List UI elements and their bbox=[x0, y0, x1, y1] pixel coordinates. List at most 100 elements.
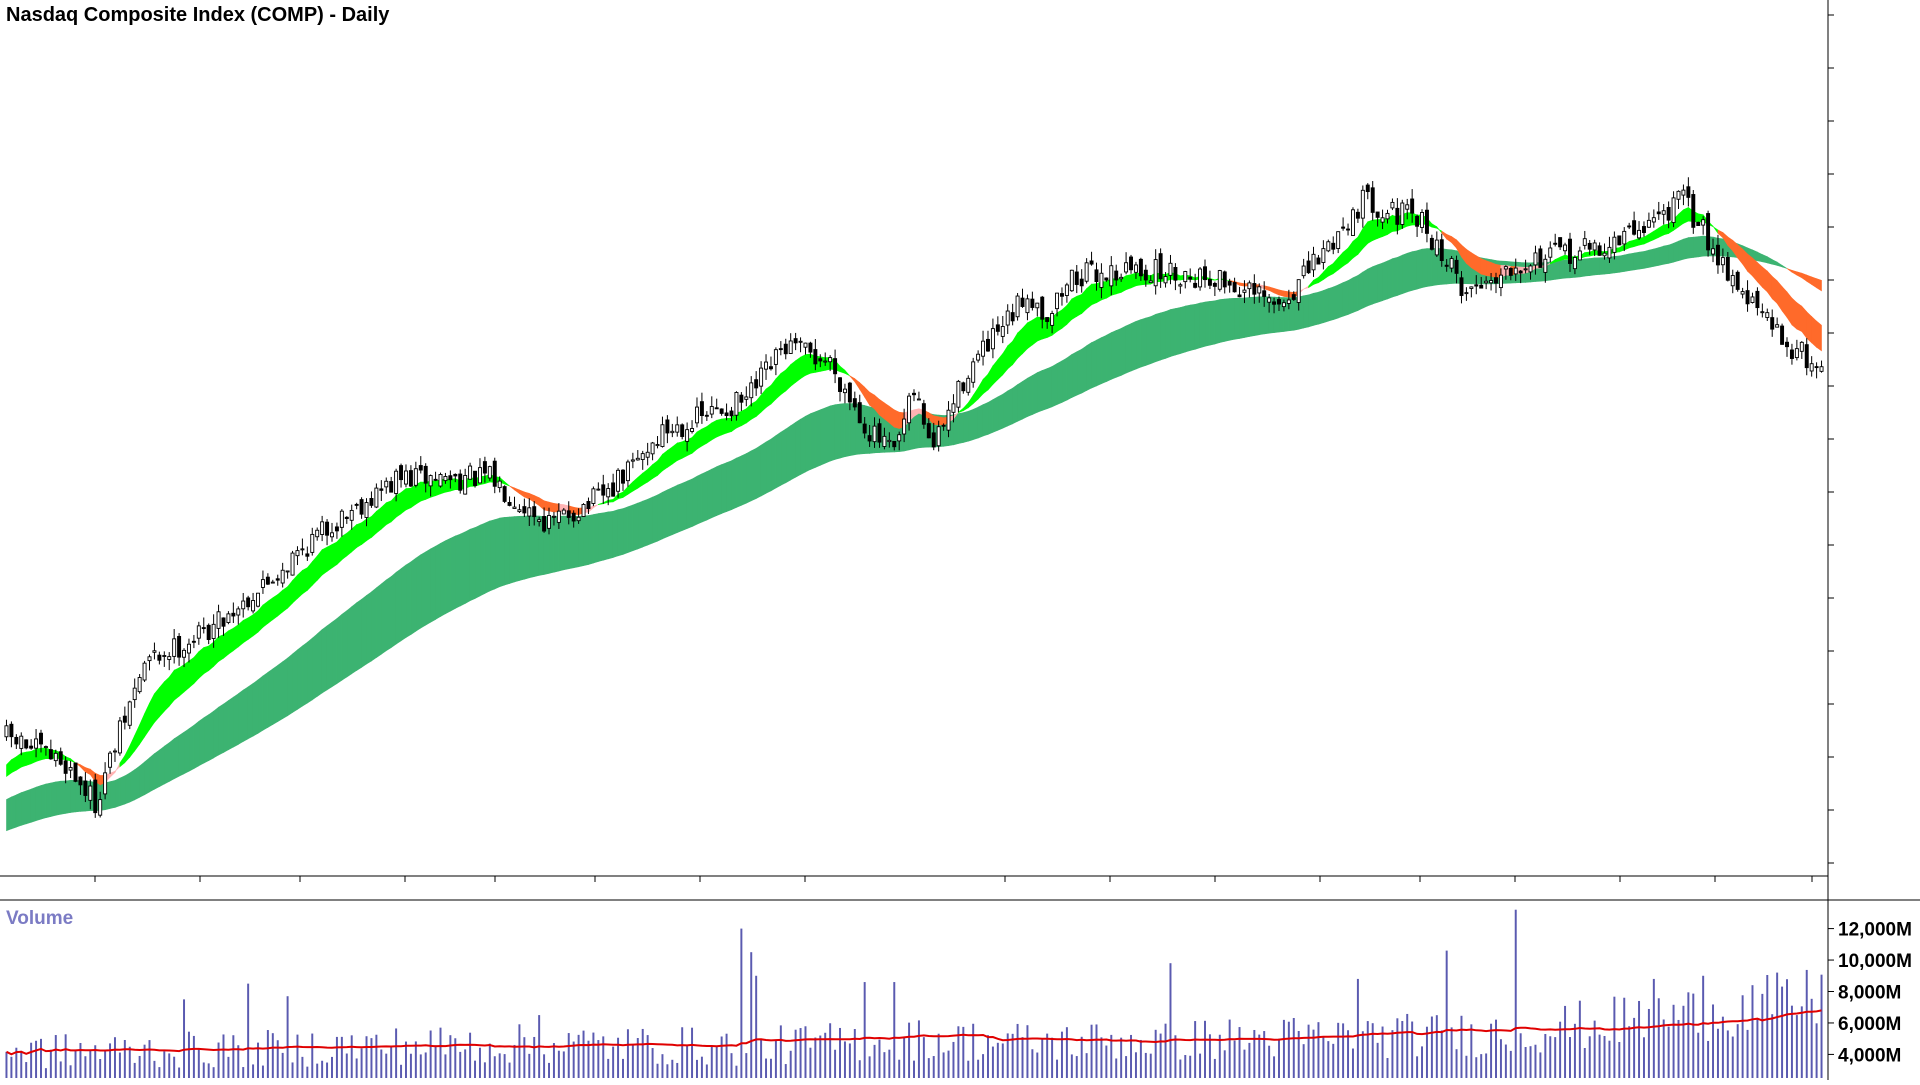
volume-bar bbox=[1297, 1030, 1300, 1078]
candle-down bbox=[1770, 317, 1775, 330]
long-term-ema-ribbon bbox=[1619, 254, 1625, 273]
candle-down bbox=[739, 394, 744, 403]
long-term-ema-ribbon bbox=[247, 682, 254, 740]
volume-bar bbox=[1036, 1052, 1039, 1078]
short-term-ema-ribbon bbox=[716, 418, 722, 438]
candle-down bbox=[1641, 226, 1646, 233]
volume-bar bbox=[54, 1035, 57, 1078]
long-term-ema-ribbon bbox=[20, 790, 27, 826]
short-term-ema-ribbon bbox=[637, 472, 644, 489]
long-term-ema-ribbon bbox=[1086, 342, 1092, 391]
volume-bar bbox=[1120, 1037, 1123, 1078]
long-term-ema-ribbon bbox=[716, 464, 722, 517]
volume-bar bbox=[705, 1064, 708, 1078]
candle-up bbox=[34, 738, 39, 749]
volume-bar bbox=[1238, 1027, 1241, 1078]
long-term-ema-ribbon bbox=[800, 415, 806, 475]
candle-down bbox=[1138, 258, 1143, 277]
candle-up bbox=[1809, 363, 1814, 372]
short-term-ema-ribbon bbox=[390, 494, 397, 523]
long-term-ema-ribbon bbox=[731, 457, 737, 511]
volume-bar bbox=[691, 1027, 694, 1078]
long-term-ema-ribbon bbox=[642, 498, 649, 548]
short-term-ema-ribbon bbox=[326, 544, 333, 572]
long-term-ema-ribbon bbox=[1214, 299, 1221, 345]
candle-down bbox=[714, 407, 719, 410]
long-term-ema-ribbon bbox=[1781, 264, 1788, 269]
candle-down bbox=[1410, 198, 1415, 214]
volume-bar bbox=[217, 1042, 220, 1078]
long-term-ema-ribbon bbox=[1204, 301, 1211, 347]
short-term-ema-ribbon bbox=[1747, 253, 1753, 277]
volume-bar bbox=[1613, 996, 1616, 1078]
candle-down bbox=[423, 465, 428, 484]
candle-up bbox=[966, 377, 971, 393]
short-term-ema-ribbon bbox=[884, 402, 890, 424]
long-term-ema-ribbon bbox=[1323, 288, 1329, 324]
short-term-ema-ribbon bbox=[691, 431, 698, 454]
volume-bar bbox=[478, 1047, 481, 1078]
volume-bar bbox=[449, 1035, 452, 1078]
candle-up bbox=[527, 507, 532, 517]
short-term-ema-ribbon bbox=[543, 500, 550, 512]
candle-up bbox=[1267, 297, 1272, 303]
long-term-ema-ribbon bbox=[311, 633, 318, 701]
long-term-ema-ribbon bbox=[183, 728, 190, 775]
candle-down bbox=[453, 473, 458, 477]
long-term-ema-ribbon bbox=[1648, 248, 1655, 268]
candle-up bbox=[1646, 219, 1651, 228]
long-term-ema-ribbon bbox=[1697, 235, 1704, 258]
long-term-ema-ribbon bbox=[1342, 280, 1349, 317]
long-term-ema-ribbon bbox=[1623, 253, 1630, 272]
volume-bar bbox=[883, 1052, 886, 1078]
candle-up bbox=[635, 457, 640, 461]
candle-up bbox=[670, 430, 675, 434]
volume-bar bbox=[1529, 1046, 1532, 1078]
candle-down bbox=[522, 506, 527, 514]
volume-bar bbox=[271, 1033, 274, 1078]
long-term-ema-ribbon bbox=[474, 524, 481, 599]
volume-bar bbox=[1026, 1025, 1029, 1078]
long-term-ema-ribbon bbox=[1041, 368, 1048, 411]
volume-bar bbox=[789, 1050, 792, 1078]
volume-bar bbox=[982, 1054, 985, 1078]
volume-bar bbox=[597, 1040, 600, 1078]
candle-up bbox=[1592, 242, 1597, 251]
volume-bar bbox=[508, 1062, 511, 1078]
long-term-ema-ribbon bbox=[745, 450, 752, 504]
volume-bar bbox=[370, 1038, 373, 1078]
candle-up bbox=[1523, 268, 1528, 271]
volume-bar bbox=[89, 1050, 92, 1078]
candle-down bbox=[275, 578, 280, 581]
short-term-ema-ribbon bbox=[1406, 212, 1413, 227]
volume-bar bbox=[113, 1037, 116, 1078]
volume-bar bbox=[153, 1060, 156, 1078]
long-term-ema-ribbon bbox=[218, 703, 224, 756]
candle-up bbox=[537, 519, 542, 522]
volume-bar bbox=[1445, 950, 1448, 1078]
short-term-ema-ribbon bbox=[1441, 230, 1447, 240]
long-term-ema-ribbon bbox=[612, 509, 619, 558]
volume-bar bbox=[893, 982, 896, 1078]
candle-up bbox=[946, 409, 951, 431]
candle-down bbox=[1755, 290, 1760, 309]
short-term-ema-ribbon bbox=[1061, 304, 1068, 329]
volume-bar bbox=[197, 1049, 200, 1078]
long-term-ema-ribbon bbox=[1017, 380, 1023, 422]
long-term-ema-ribbon bbox=[824, 405, 831, 464]
candle-down bbox=[418, 465, 423, 471]
short-term-ema-ribbon bbox=[277, 589, 284, 617]
long-term-ema-ribbon bbox=[676, 482, 683, 533]
volume-bar bbox=[735, 1065, 738, 1078]
volume-bar bbox=[666, 1064, 669, 1078]
volume-bar bbox=[192, 1035, 195, 1078]
volume-bar bbox=[1060, 1031, 1063, 1078]
short-term-ema-ribbon bbox=[292, 574, 298, 604]
short-term-ema-ribbon bbox=[1037, 316, 1043, 342]
candle-down bbox=[1252, 283, 1257, 295]
candle-up bbox=[1775, 324, 1780, 328]
candle-down bbox=[48, 749, 53, 760]
volume-bar bbox=[548, 1062, 550, 1078]
long-term-ema-ribbon bbox=[1402, 252, 1408, 295]
volume-bar bbox=[1110, 1034, 1113, 1078]
